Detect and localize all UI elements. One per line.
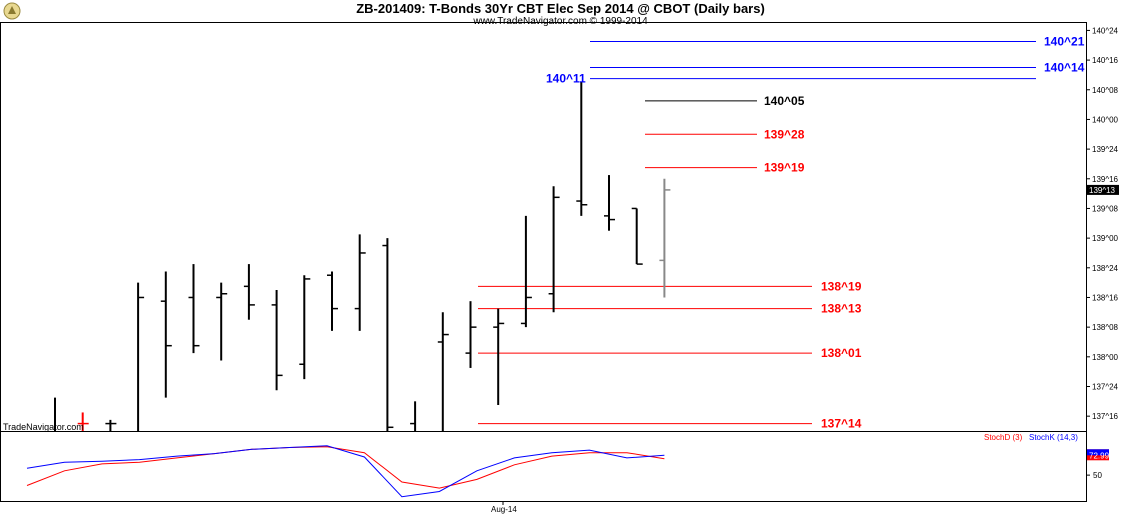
stoch-panel: 50 72.99 StochD (3) StochK (14,3) — [0, 431, 1110, 502]
y-tick-label: 140^16 — [1092, 56, 1119, 65]
price-bar — [299, 275, 311, 380]
price-bar — [548, 186, 560, 313]
y-tick-label: 139^16 — [1092, 175, 1119, 184]
y-tick-label: 138^16 — [1092, 293, 1119, 302]
price-bar — [216, 282, 228, 361]
y-tick-label: 138^24 — [1092, 264, 1119, 273]
chart-header: ZB-201409: T-Bonds 30Yr CBT Elec Sep 201… — [0, 0, 1121, 30]
chart-copyright: www.TradeNavigator.com © 1999-2014 — [473, 16, 648, 27]
price-bar — [137, 282, 145, 431]
price-bars — [54, 82, 671, 431]
last-price-label: 139^13 — [1089, 186, 1116, 195]
level-label: 139^19 — [764, 161, 805, 175]
y-tick-label: 138^00 — [1092, 353, 1119, 362]
price-bar — [437, 312, 449, 431]
price-bar — [160, 271, 172, 398]
y-tick-label: 140^00 — [1092, 115, 1119, 124]
price-bar — [659, 178, 671, 298]
y-tick-label: 138^08 — [1092, 323, 1119, 332]
price-bar — [271, 290, 283, 391]
y-tick-label: 140^24 — [1092, 26, 1119, 35]
tradenavigator-logo-icon — [3, 2, 21, 20]
price-bar — [631, 207, 643, 265]
price-panel-frame — [0, 22, 1087, 432]
level-label: 140^05 — [764, 94, 805, 108]
price-bar — [243, 264, 255, 320]
y-tick-label: 137^24 — [1092, 382, 1119, 391]
stochastic-lines — [26, 445, 665, 498]
y-tick-label: 139^08 — [1092, 204, 1119, 213]
price-axis: 137^16 137^24 138^00 138^08 138^16 138^24 139^… — [1086, 26, 1119, 421]
level-label: 139^28 — [764, 127, 805, 141]
level-label: 140^14 — [1044, 61, 1085, 75]
legend-stochd: StochD (3) — [984, 433, 1023, 442]
price-bar — [410, 401, 417, 431]
price-bar — [105, 419, 117, 431]
stoch-panel-frame — [0, 431, 1087, 502]
last-price-badge — [1087, 184, 1119, 195]
level-label: 138^19 — [821, 279, 862, 293]
level-lines: 140^21 140^14 140^11 140^05 139^28 139^19 138^… — [478, 35, 1085, 431]
y-tick-label: 139^24 — [1092, 145, 1119, 154]
x-axis-date-label: Aug-14 — [491, 505, 517, 514]
y-tick-label: 139^00 — [1092, 234, 1119, 243]
chart-title: ZB-201409: T-Bonds 30Yr CBT Elec Sep 201… — [356, 1, 765, 16]
time-axis: Aug-14 — [0, 501, 1086, 514]
price-bar — [520, 215, 532, 328]
stoch-last-badge-blue — [1087, 449, 1109, 456]
price-bar — [77, 412, 89, 431]
stoch-y-tick-label: 50 — [1093, 471, 1102, 480]
level-label: 140^21 — [1044, 35, 1085, 49]
price-bar — [188, 264, 200, 354]
level-label: 137^14 — [821, 417, 862, 431]
level-label: 138^01 — [821, 346, 862, 360]
price-bar — [327, 271, 338, 331]
price-bar — [493, 308, 505, 406]
level-label: 140^11 — [546, 72, 586, 86]
legend-stochk: StochK (14,3) — [1029, 433, 1078, 442]
price-bar — [604, 175, 615, 231]
price-bar — [382, 238, 394, 431]
stoch-series-line — [26, 445, 665, 498]
watermark: TradeNavigator.com — [3, 422, 84, 432]
y-tick-label: 140^08 — [1092, 86, 1119, 95]
stoch-series-line — [26, 446, 665, 489]
stoch-last-value: 72.99 — [1089, 451, 1110, 460]
price-bar — [465, 301, 477, 368]
price-bar — [576, 82, 588, 216]
price-panel: 140^21 140^14 140^11 140^05 139^28 139^19 138^… — [0, 22, 1119, 432]
price-bar — [354, 234, 366, 331]
stoch-axis: 50 72.99 — [1086, 449, 1110, 480]
y-tick-label: 137^16 — [1092, 412, 1119, 421]
level-label: 138^13 — [821, 302, 862, 316]
